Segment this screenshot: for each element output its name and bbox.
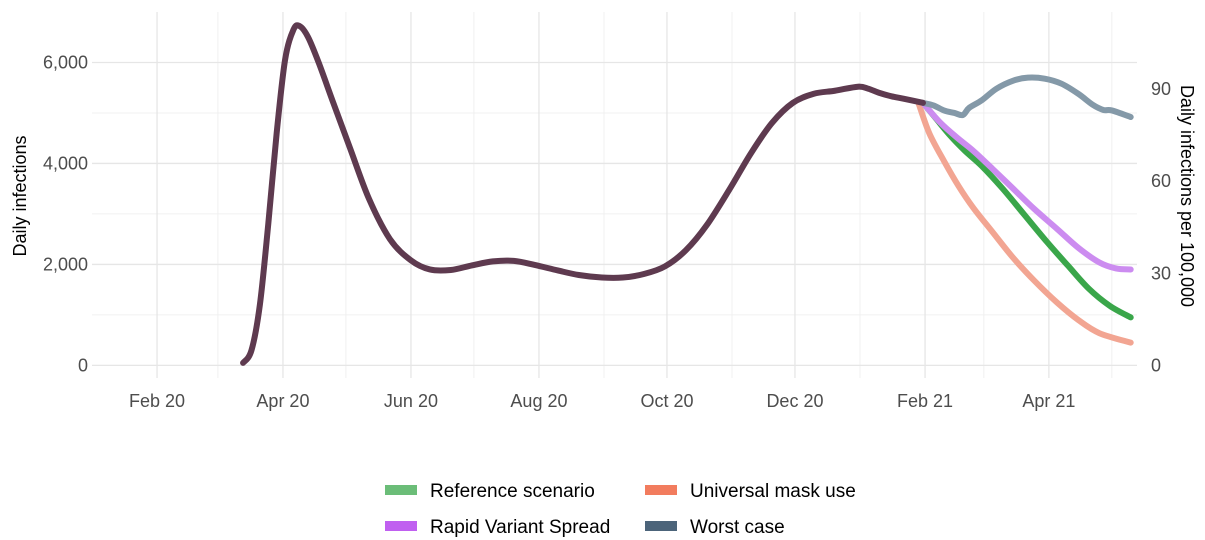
x-tick-label: Apr 21 [1022,391,1075,411]
y-axis-right: 0 30 60 90 [1151,79,1171,375]
y-right-tick-label: 60 [1151,171,1171,191]
legend-swatch [385,521,417,531]
grid-major [92,12,1137,378]
legend: Reference scenario Universal mask use Rapi… [385,481,856,538]
series-line-worst-case [919,74,1134,120]
x-tick-label: Dec 20 [766,391,823,411]
legend-label: Universal mask use [690,481,856,502]
x-axis: Feb 20 Apr 20 Jun 20 Aug 20 Oct 20 Dec 20 Feb … [129,391,1075,411]
legend-label: Reference scenario [430,481,595,502]
x-tick-label: Oct 20 [640,391,693,411]
x-tick-label: Feb 21 [897,391,953,411]
y-right-tick-label: 0 [1151,355,1161,375]
x-tick-label: Apr 20 [256,391,309,411]
y-right-tick-label: 90 [1151,79,1171,99]
grid-minor [92,12,1137,378]
y-right-tick-label: 30 [1151,263,1171,283]
legend-label: Worst case [690,517,785,538]
legend-swatch [385,485,417,495]
y-axis-left: 0 2,000 4,000 6,000 [43,52,88,375]
legend-label: Rapid Variant Spread [430,517,610,538]
y-tick-label: 2,000 [43,254,88,274]
y-axis-title-left: Daily infections [10,135,30,256]
y-tick-label: 0 [78,355,88,375]
legend-swatch [645,485,677,495]
x-tick-label: Jun 20 [384,391,438,411]
x-tick-label: Aug 20 [510,391,567,411]
y-tick-label: 4,000 [43,153,88,173]
series-line-shared-history [240,22,926,366]
series-lines [240,22,1134,366]
y-axis-title-right: Daily infections per 100,000 [1177,85,1197,307]
y-tick-label: 6,000 [43,52,88,72]
legend-swatch [645,521,677,531]
series-line-rapid-variant-spread [919,99,1134,273]
x-tick-label: Feb 20 [129,391,185,411]
series-line-universal-mask-use [915,100,1134,346]
